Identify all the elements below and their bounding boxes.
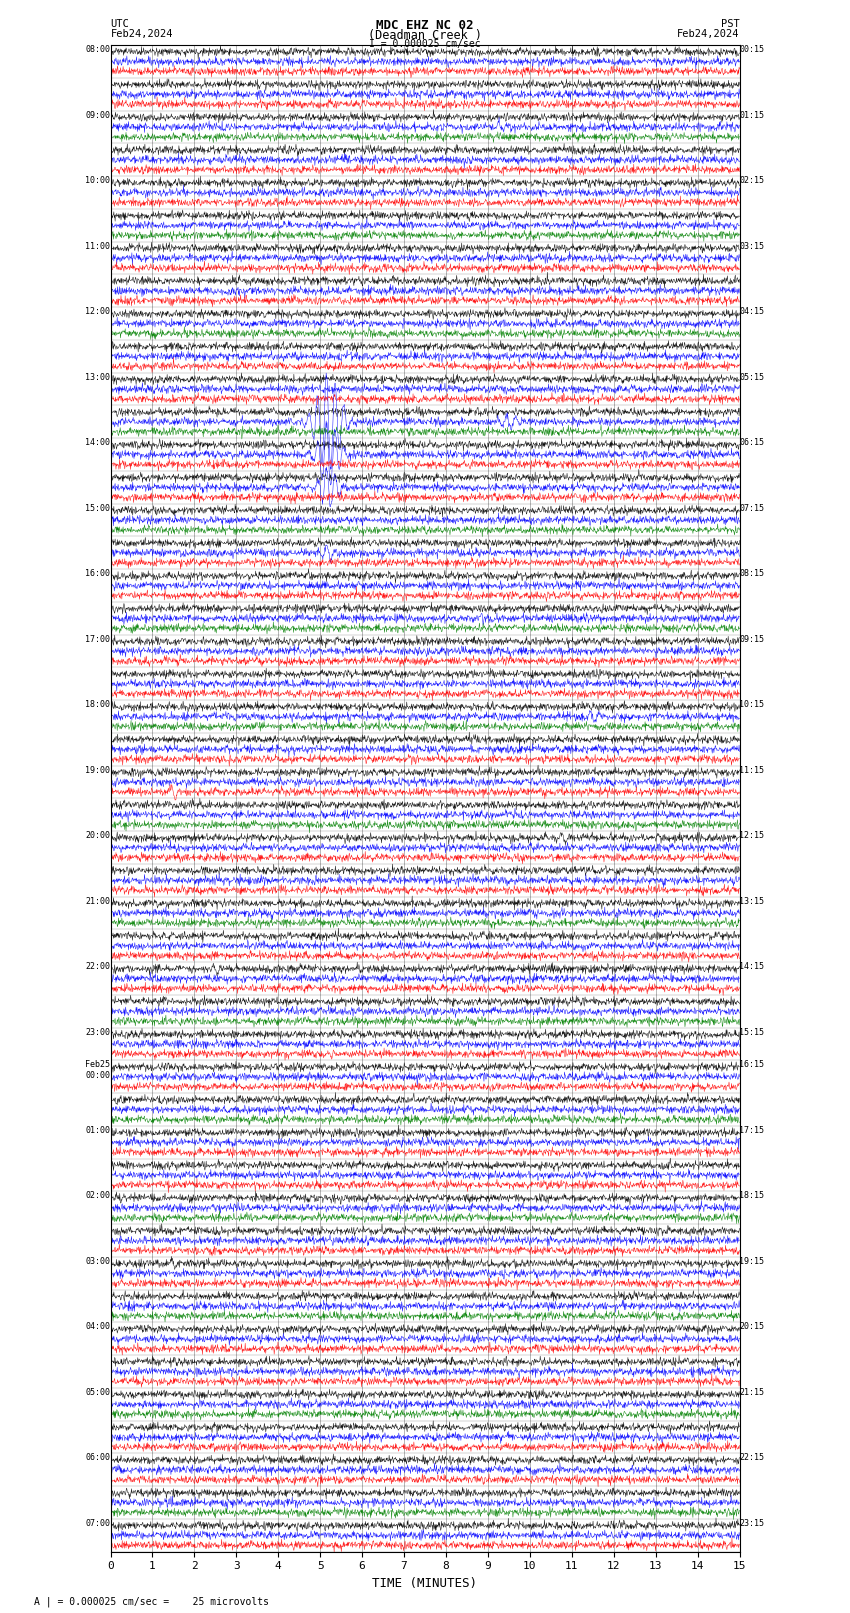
Text: Feb25
00:00: Feb25 00:00 [86,1060,110,1079]
Text: 20:15: 20:15 [740,1323,764,1331]
Text: 14:00: 14:00 [86,439,110,447]
Text: 04:00: 04:00 [86,1323,110,1331]
X-axis label: TIME (MINUTES): TIME (MINUTES) [372,1578,478,1590]
Text: 22:00: 22:00 [86,963,110,971]
Text: 03:00: 03:00 [86,1257,110,1266]
Text: 18:00: 18:00 [86,700,110,710]
Text: 21:00: 21:00 [86,897,110,905]
Text: 22:15: 22:15 [740,1453,764,1463]
Text: 12:15: 12:15 [740,831,764,840]
Text: 13:00: 13:00 [86,373,110,382]
Text: 17:15: 17:15 [740,1126,764,1136]
Text: 02:00: 02:00 [86,1192,110,1200]
Text: 11:15: 11:15 [740,766,764,774]
Text: 05:00: 05:00 [86,1387,110,1397]
Text: 12:00: 12:00 [86,306,110,316]
Text: 01:15: 01:15 [740,111,764,119]
Text: 08:15: 08:15 [740,569,764,577]
Text: Feb24,2024: Feb24,2024 [110,29,173,39]
Text: 06:15: 06:15 [740,439,764,447]
Text: 20:00: 20:00 [86,831,110,840]
Text: 05:15: 05:15 [740,373,764,382]
Text: 07:15: 07:15 [740,503,764,513]
Text: 17:00: 17:00 [86,634,110,644]
Text: 13:15: 13:15 [740,897,764,905]
Text: 19:15: 19:15 [740,1257,764,1266]
Text: 08:00: 08:00 [86,45,110,55]
Text: 14:15: 14:15 [740,963,764,971]
Text: I = 0.000025 cm/sec: I = 0.000025 cm/sec [369,39,481,48]
Text: 21:15: 21:15 [740,1387,764,1397]
Text: Feb24,2024: Feb24,2024 [677,29,740,39]
Text: 15:00: 15:00 [86,503,110,513]
Text: 09:15: 09:15 [740,634,764,644]
Text: 03:15: 03:15 [740,242,764,250]
Text: 10:00: 10:00 [86,176,110,185]
Text: 04:15: 04:15 [740,306,764,316]
Text: MDC EHZ NC 02: MDC EHZ NC 02 [377,19,473,32]
Text: 06:00: 06:00 [86,1453,110,1463]
Text: 11:00: 11:00 [86,242,110,250]
Text: 23:00: 23:00 [86,1027,110,1037]
Text: 23:15: 23:15 [740,1519,764,1528]
Text: 15:15: 15:15 [740,1027,764,1037]
Text: PST: PST [721,19,740,29]
Text: 10:15: 10:15 [740,700,764,710]
Text: 00:15: 00:15 [740,45,764,55]
Text: 16:15: 16:15 [740,1060,764,1069]
Text: 18:15: 18:15 [740,1192,764,1200]
Text: UTC: UTC [110,19,129,29]
Text: 19:00: 19:00 [86,766,110,774]
Text: 09:00: 09:00 [86,111,110,119]
Text: 02:15: 02:15 [740,176,764,185]
Text: 16:00: 16:00 [86,569,110,577]
Text: A | = 0.000025 cm/sec =    25 microvolts: A | = 0.000025 cm/sec = 25 microvolts [34,1595,269,1607]
Text: 07:00: 07:00 [86,1519,110,1528]
Text: (Deadman Creek ): (Deadman Creek ) [368,29,482,42]
Text: 01:00: 01:00 [86,1126,110,1136]
